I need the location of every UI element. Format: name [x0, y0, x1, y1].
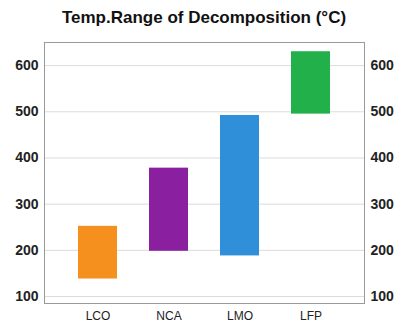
svg-text:400: 400	[371, 149, 395, 165]
svg-text:600: 600	[15, 57, 39, 73]
svg-text:300: 300	[15, 196, 39, 212]
svg-text:500: 500	[371, 103, 395, 119]
svg-text:400: 400	[15, 149, 39, 165]
svg-text:100: 100	[371, 288, 395, 304]
svg-text:500: 500	[15, 103, 39, 119]
svg-text:300: 300	[371, 196, 395, 212]
svg-text:600: 600	[371, 57, 395, 73]
html-text:Temp.Range of Decomposition (°: Temp.Range of Decomposition (°C)	[61, 8, 347, 27]
svg-text:NCA: NCA	[156, 309, 181, 323]
svg-text:LMO: LMO	[227, 309, 253, 323]
svg-text:LCO: LCO	[86, 309, 111, 323]
svg-text:200: 200	[371, 242, 395, 258]
svg-text:100: 100	[15, 288, 39, 304]
svg-text:200: 200	[15, 242, 39, 258]
svg-text:LFP: LFP	[300, 309, 322, 323]
